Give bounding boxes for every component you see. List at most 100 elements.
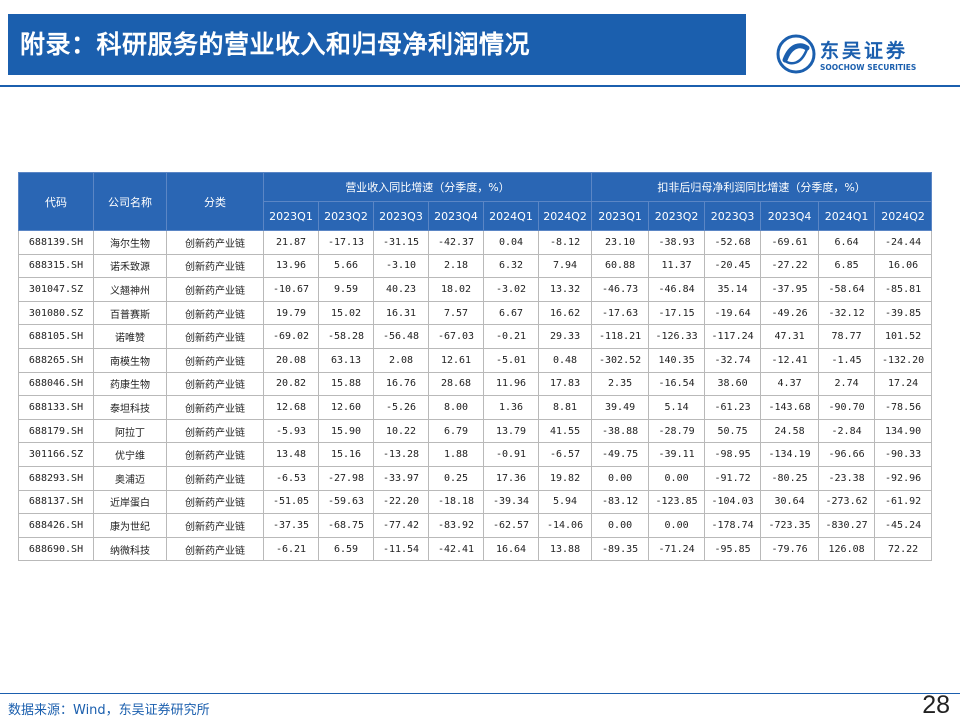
cell-category: 创新药产业链 [166,230,264,255]
table-row: 301166.SZ 优宁维 创新药产业链 13.48 15.16 -13.28 1.88 -0… [18,442,933,467]
cell-profit-growth: -302.52 [591,347,650,373]
cell-profit-growth: -28.79 [648,418,706,444]
cell-code: 688137.SH [18,489,94,515]
cell-revenue-growth: 16.62 [537,300,593,326]
table-quarter-row: 2023Q1 2023Q2 2023Q3 2023Q4 2024Q1 2024Q2 2023… [19,201,933,231]
cell-profit-growth: -37.95 [760,277,820,302]
cell-revenue-growth: 5.94 [537,489,593,515]
cell-category: 创新药产业链 [166,418,264,444]
cell-profit-growth: 0.00 [648,513,706,538]
cell-revenue-growth: -42.41 [428,536,484,562]
cell-revenue-growth: 0.04 [483,230,539,255]
cell-profit-growth: 60.88 [591,253,650,279]
cell-revenue-growth: 16.64 [483,536,539,562]
cell-category: 创新药产业链 [166,324,264,349]
cell-revenue-growth: -56.48 [373,324,429,349]
page-title: 附录：科研服务的营业收入和归母净利润情况 [20,30,531,59]
cell-revenue-growth: 13.48 [263,442,319,467]
cell-profit-growth: -27.22 [760,253,820,279]
cell-company: 优宁维 [93,442,167,467]
cell-company: 诺禾致源 [93,253,167,279]
cell-revenue-growth: 19.79 [263,300,319,326]
cell-revenue-growth: 17.36 [483,465,539,491]
cell-company: 康为世纪 [93,513,167,538]
cell-profit-growth: -80.25 [760,465,820,491]
cell-profit-growth: -58.64 [818,277,876,302]
brand-name-cn: 东吴证券 [820,40,909,62]
cell-profit-growth: -90.70 [818,395,876,420]
cell-revenue-growth: -67.03 [428,324,484,349]
table-row: 688105.SH 诺唯赞 创新药产业链 -69.02 -58.28 -56.48 -67.… [18,324,933,349]
cell-profit-growth: 30.64 [760,489,820,515]
cell-revenue-growth: 13.32 [537,277,593,302]
cell-company: 百普赛斯 [93,300,167,326]
cell-profit-growth: 126.08 [818,536,876,562]
table-row: 688690.SH 纳微科技 创新药产业链 -6.21 6.59 -11.54 -42.41… [18,536,933,562]
cell-revenue-growth: 2.18 [428,253,484,279]
cell-profit-growth: 2.35 [591,371,650,397]
cell-profit-growth: -123.85 [648,489,706,515]
cell-revenue-growth: -0.21 [483,324,539,349]
cell-code: 688133.SH [18,395,94,420]
cell-profit-growth: 134.90 [874,418,933,444]
header-revenue-group: 营业收入同比增速（分季度，%） [262,172,593,202]
header-profit-quarter: 2023Q3 [704,201,762,231]
cell-profit-growth: -273.62 [818,489,876,515]
cell-revenue-growth: 63.13 [318,347,374,373]
cell-revenue-growth: 9.59 [318,277,374,302]
cell-revenue-growth: 15.16 [318,442,374,467]
header-revenue-quarter: 2023Q4 [428,201,484,231]
cell-profit-growth: -78.56 [874,395,933,420]
cell-profit-growth: -17.15 [648,300,706,326]
table-row: 301080.SZ 百普赛斯 创新药产业链 19.79 15.02 16.31 7.57 6.… [18,300,933,326]
cell-revenue-growth: -37.35 [263,513,319,538]
cell-profit-growth: 50.75 [704,418,762,444]
cell-code: 688265.SH [18,347,94,373]
cell-revenue-growth: -0.91 [483,442,539,467]
cell-revenue-growth: 13.79 [483,418,539,444]
cell-revenue-growth: 8.00 [428,395,484,420]
cell-profit-growth: -92.96 [874,465,933,491]
cell-company: 纳微科技 [93,536,167,562]
cell-profit-growth: 78.77 [818,324,876,349]
cell-profit-growth: -104.03 [704,489,762,515]
cell-profit-growth: 23.10 [591,230,650,255]
cell-profit-growth: 140.35 [648,347,706,373]
cell-company: 诺唯赞 [93,324,167,349]
table-row: 688265.SH 南模生物 创新药产业链 20.08 63.13 2.08 12.61 -5… [18,347,933,373]
cell-revenue-growth: 28.68 [428,371,484,397]
cell-revenue-growth: 12.61 [428,347,484,373]
cell-code: 688179.SH [18,418,94,444]
cell-category: 创新药产业链 [166,371,264,397]
cell-profit-growth: -95.85 [704,536,762,562]
cell-revenue-growth: -6.21 [263,536,319,562]
cell-profit-growth: 6.85 [818,253,876,279]
cell-revenue-growth: 12.68 [263,395,319,420]
cell-revenue-growth: -11.54 [373,536,429,562]
cell-profit-growth: -23.38 [818,465,876,491]
cell-profit-growth: -723.35 [760,513,820,538]
cell-code: 301080.SZ [18,300,94,326]
brand-name-en: SOOCHOW SECURITIES [820,63,917,72]
cell-profit-growth: 17.24 [874,371,933,397]
cell-profit-growth: 6.64 [818,230,876,255]
cell-code: 688105.SH [18,324,94,349]
cell-revenue-growth: -13.28 [373,442,429,467]
cell-revenue-growth: -39.34 [483,489,539,515]
cell-revenue-growth: -6.53 [263,465,319,491]
header-revenue-quarter: 2024Q1 [483,201,539,231]
cell-category: 创新药产业链 [166,300,264,326]
cell-category: 创新药产业链 [166,395,264,420]
cell-category: 创新药产业链 [166,277,264,302]
header-profit-quarter: 2023Q1 [591,201,650,231]
cell-revenue-growth: -42.37 [428,230,484,255]
cell-revenue-growth: -27.98 [318,465,374,491]
cell-revenue-growth: -33.97 [373,465,429,491]
cell-category: 创新药产业链 [166,347,264,373]
cell-profit-growth: 35.14 [704,277,762,302]
cell-profit-growth: -90.33 [874,442,933,467]
cell-profit-growth: 24.58 [760,418,820,444]
cell-revenue-growth: -62.57 [483,513,539,538]
cell-profit-growth: 4.37 [760,371,820,397]
cell-revenue-growth: 29.33 [537,324,593,349]
